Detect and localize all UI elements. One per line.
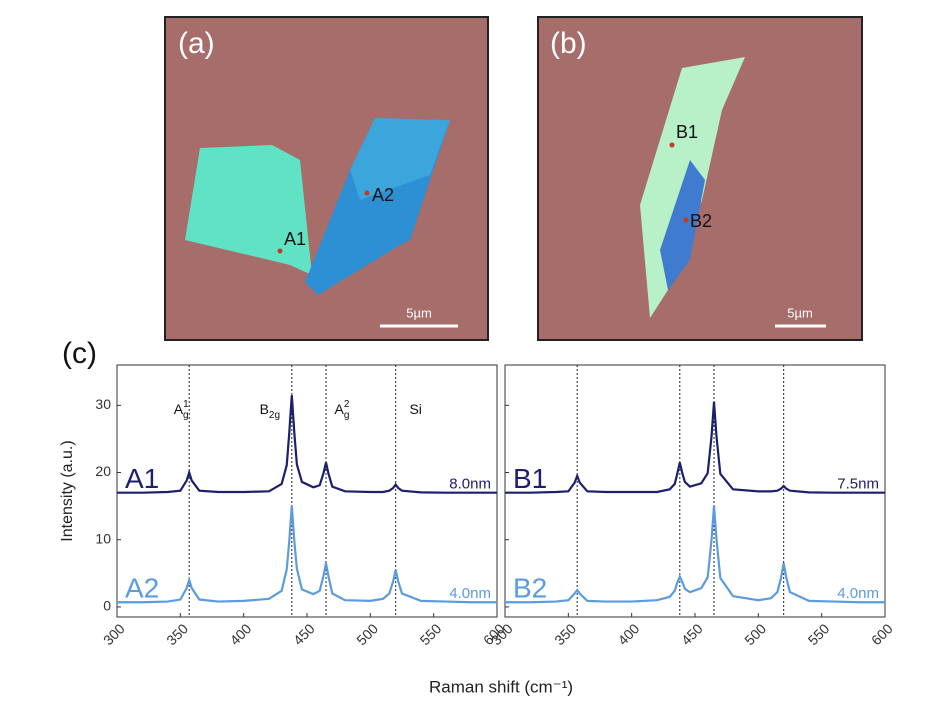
series-label: B1 bbox=[513, 463, 547, 494]
x-tick-label: 350 bbox=[163, 620, 191, 648]
spot bbox=[669, 142, 675, 148]
flake-shade bbox=[660, 160, 705, 290]
point-label: A1 bbox=[284, 229, 306, 249]
series-label: A1 bbox=[125, 463, 159, 494]
micrograph-a: (a) A1 A2 5µm bbox=[164, 16, 489, 341]
x-tick-label: 450 bbox=[678, 620, 706, 648]
y-tick-label: 10 bbox=[95, 530, 111, 546]
flake-shade bbox=[350, 118, 450, 200]
annotation-sub: g bbox=[183, 410, 189, 421]
thickness-label: 8.0nm bbox=[449, 476, 491, 493]
scale-label: 5µm bbox=[406, 305, 432, 320]
annotation-sup: 1 bbox=[183, 399, 189, 410]
thickness-label: 4.0nm bbox=[837, 585, 879, 602]
x-tick-label: 550 bbox=[417, 620, 445, 648]
scale-label: 5µm bbox=[787, 305, 813, 320]
panel-label: (c) bbox=[62, 337, 97, 370]
annotation-base: A bbox=[174, 401, 184, 417]
spot bbox=[364, 190, 370, 196]
series-label: B2 bbox=[513, 573, 547, 604]
x-tick-label: 400 bbox=[615, 620, 643, 648]
spectrum-line bbox=[505, 506, 885, 604]
spot bbox=[683, 217, 689, 223]
x-tick-label: 300 bbox=[100, 620, 128, 648]
x-tick-label: 600 bbox=[868, 620, 896, 648]
x-tick-label: 550 bbox=[805, 620, 833, 648]
peak-annotation: Ag2 bbox=[335, 399, 350, 421]
peak-annotation: B2g bbox=[260, 401, 280, 421]
y-axis-label: Intensity (a.u.) bbox=[59, 440, 76, 541]
point-label: A2 bbox=[372, 185, 394, 205]
annotation-base: Si bbox=[409, 401, 421, 417]
annotation-base: B bbox=[260, 401, 269, 417]
point-label: B1 bbox=[676, 122, 698, 142]
micrograph-b: (b) B1 B2 5µm bbox=[537, 16, 863, 341]
x-tick-label: 350 bbox=[551, 620, 579, 648]
thickness-label: 4.0nm bbox=[449, 585, 491, 602]
thickness-label: 7.5nm bbox=[837, 476, 879, 493]
point-label: B2 bbox=[690, 211, 712, 231]
x-tick-label: 450 bbox=[290, 620, 318, 648]
peak-annotation: Ag1 bbox=[174, 399, 189, 421]
x-tick-label: 500 bbox=[741, 620, 769, 648]
x-axis-label: Raman shift (cm⁻¹) bbox=[429, 677, 573, 696]
y-tick-label: 0 bbox=[103, 598, 111, 614]
image-label: (b) bbox=[550, 27, 587, 60]
y-tick-label: 30 bbox=[95, 396, 111, 412]
spectrum-line bbox=[117, 506, 497, 604]
image-label: (a) bbox=[178, 27, 215, 60]
y-tick-label: 20 bbox=[95, 463, 111, 479]
series-label: A2 bbox=[125, 573, 159, 604]
annotation-sub: g bbox=[344, 410, 350, 421]
annotation-sup: 2 bbox=[344, 399, 350, 410]
spectrum-line bbox=[505, 401, 885, 494]
spot bbox=[277, 248, 283, 254]
annotation-sub: 2g bbox=[269, 410, 280, 421]
peak-annotation: Si bbox=[409, 401, 421, 417]
x-tick-label: 500 bbox=[353, 620, 381, 648]
annotation-base: A bbox=[335, 401, 345, 417]
spectrum-line bbox=[117, 395, 497, 494]
x-tick-label: 400 bbox=[227, 620, 255, 648]
flake bbox=[185, 145, 312, 275]
